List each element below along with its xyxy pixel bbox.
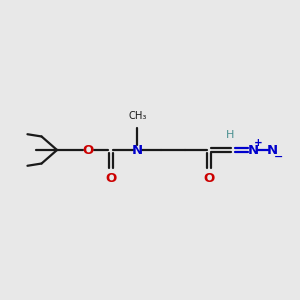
Text: O: O xyxy=(105,172,116,185)
Text: N: N xyxy=(267,143,278,157)
Text: +: + xyxy=(254,138,263,148)
Text: CH₃: CH₃ xyxy=(128,111,146,121)
Text: O: O xyxy=(82,143,94,157)
Text: −: − xyxy=(274,152,283,162)
Text: N: N xyxy=(132,143,143,157)
Text: H: H xyxy=(226,130,235,140)
Text: N: N xyxy=(247,143,258,157)
Text: O: O xyxy=(203,172,215,185)
